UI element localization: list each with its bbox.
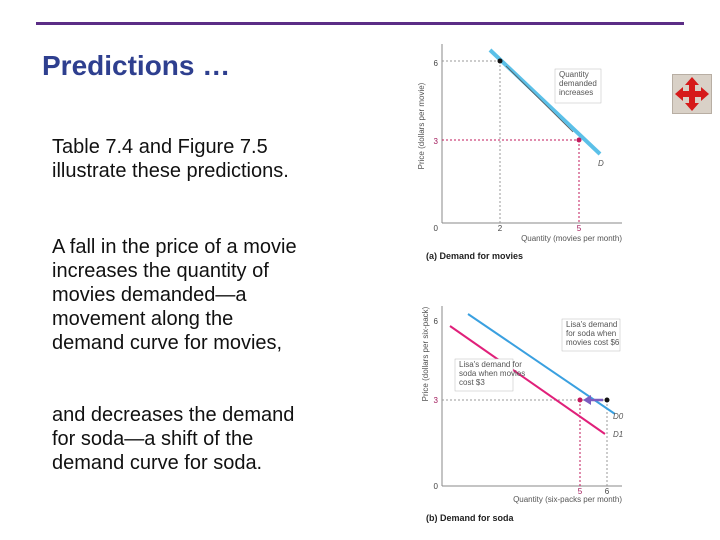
panel-a-ytick: 6 <box>434 59 439 68</box>
paragraph-line: A fall in the price of a movie <box>52 236 297 258</box>
panel-b-point-new <box>577 397 583 403</box>
paragraph-line: movement along the <box>52 308 234 330</box>
panel-b-soda: Price (dollars per six-pack) Quantity (s… <box>421 306 624 523</box>
panel-b-shift-arrowhead <box>583 395 591 405</box>
panel-a-xlabel: Quantity (movies per month) <box>521 234 622 243</box>
panel-a-point-new <box>576 137 582 143</box>
paragraph-line: and decreases the demand <box>52 404 295 426</box>
panel-a-movement-arrow <box>505 65 574 133</box>
paragraph-line: illustrate these predictions. <box>52 160 289 182</box>
title-divider-line <box>36 22 684 25</box>
paragraph-line: movies demanded—a <box>52 284 247 306</box>
panel-b-ytick: 3 <box>434 396 439 405</box>
slide-title: Predictions … <box>42 50 231 81</box>
paragraph-2: A fall in the price of a movie increases… <box>52 235 372 355</box>
paragraph-line: for soda—a shift of the <box>52 428 254 450</box>
panel-b-caption: (b) Demand for soda <box>426 513 514 523</box>
panel-b-xtick: 5 <box>578 487 583 496</box>
paragraph-line: Table 7.4 and Figure 7.5 <box>52 136 268 158</box>
panel-a-annotation-box <box>554 68 602 104</box>
panel-b-xtick: 6 <box>605 487 610 496</box>
panel-b-annotation-box <box>454 358 514 392</box>
paragraph-1: Table 7.4 and Figure 7.5 illustrate thes… <box>52 135 372 183</box>
panel-a-caption: (a) Demand for movies <box>426 251 523 261</box>
panel-a-xtick: 5 <box>577 224 582 233</box>
navigation-button[interactable] <box>672 74 712 114</box>
panel-a-series-label: D <box>598 159 604 168</box>
panel-b-ylabel: Price (dollars per six-pack) <box>421 306 430 401</box>
panel-a-point-initial <box>497 58 503 64</box>
panel-a-annotation: Quantity demanded increases <box>559 70 597 97</box>
four-way-arrows-icon <box>675 77 709 111</box>
panel-a-demand-line <box>488 48 602 156</box>
panel-b-annotation-d0: Lisa's demand for soda when movies cost $6 <box>566 320 620 347</box>
figure-panels: Price (dollars per movie) Quantity (movi… <box>417 44 624 523</box>
panel-a-ytick: 3 <box>434 137 439 146</box>
panel-a-xtick-origin: 0 <box>434 224 439 233</box>
paragraph-line: demand curve for movies, <box>52 332 283 354</box>
panel-b-annotation-d1: Lisa's demand for soda when movies cost $3 <box>459 360 525 387</box>
panel-a-ylabel: Price (dollars per movie) <box>417 82 426 169</box>
paragraph-3: and decreases the demand for soda—a shif… <box>52 403 372 475</box>
panel-b-series-label: D0 <box>613 412 624 421</box>
panel-b-series-label: D1 <box>613 430 623 439</box>
panel-b-demand-line-d1 <box>449 325 606 435</box>
paragraph-line: increases the quantity of <box>52 260 269 282</box>
panel-a-xtick: 2 <box>498 224 503 233</box>
panel-b-xtick-origin: 0 <box>434 482 439 491</box>
panel-b-annotation-box <box>561 318 621 352</box>
panel-b-point-initial <box>604 397 610 403</box>
panel-a-movies: Price (dollars per movie) Quantity (movi… <box>417 44 622 261</box>
paragraph-line: demand curve for soda. <box>52 452 263 474</box>
panel-b-xlabel: Quantity (six-packs per month) <box>513 495 622 504</box>
panel-b-ytick: 6 <box>434 317 439 326</box>
